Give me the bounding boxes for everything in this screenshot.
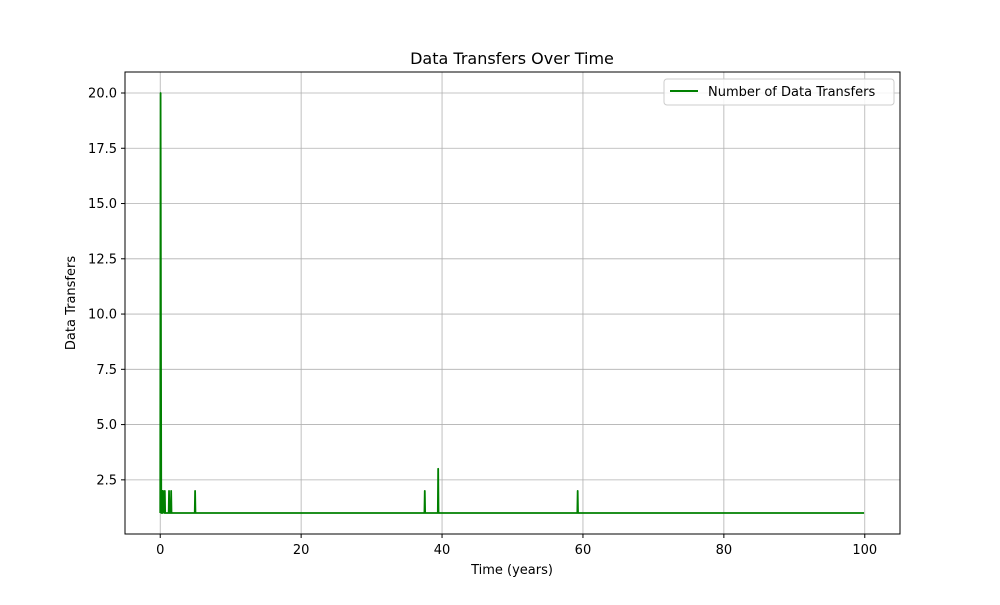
x-tick-label: 20 <box>293 543 310 558</box>
plot-frame <box>124 71 901 535</box>
chart-title: Data Transfers Over Time <box>410 49 614 68</box>
y-axis-ticks: 2.5 5.0 7.5 10.0 12.5 15.0 17.5 20.0 <box>88 87 125 488</box>
legend-box <box>663 78 895 106</box>
y-tick-label: 15.0 <box>88 197 117 212</box>
legend: Number of Data Transfers <box>663 78 895 106</box>
y-tick-label: 12.5 <box>88 252 117 267</box>
y-tick-label: 17.5 <box>88 142 117 157</box>
y-tick-label: 10.0 <box>88 308 117 323</box>
series-layer <box>159 92 865 514</box>
legend-label: Number of Data Transfers <box>708 85 875 100</box>
y-tick-label: 20.0 <box>88 87 117 102</box>
x-tick-label: 60 <box>575 543 592 558</box>
y-axis-title: Data Transfers <box>64 256 79 350</box>
grid-lines <box>125 72 900 534</box>
y-tick-label: 7.5 <box>96 363 117 378</box>
x-tick-label: 80 <box>716 543 733 558</box>
x-tick-label: 40 <box>434 543 451 558</box>
x-axis-title: Time (years) <box>470 563 553 578</box>
x-tick-label: 100 <box>852 543 877 558</box>
y-tick-label: 2.5 <box>96 473 117 488</box>
x-tick-label: 0 <box>156 543 164 558</box>
y-tick-label: 5.0 <box>96 418 117 433</box>
x-axis-ticks: 0 20 40 60 80 100 <box>156 534 877 558</box>
series-line <box>159 92 865 514</box>
